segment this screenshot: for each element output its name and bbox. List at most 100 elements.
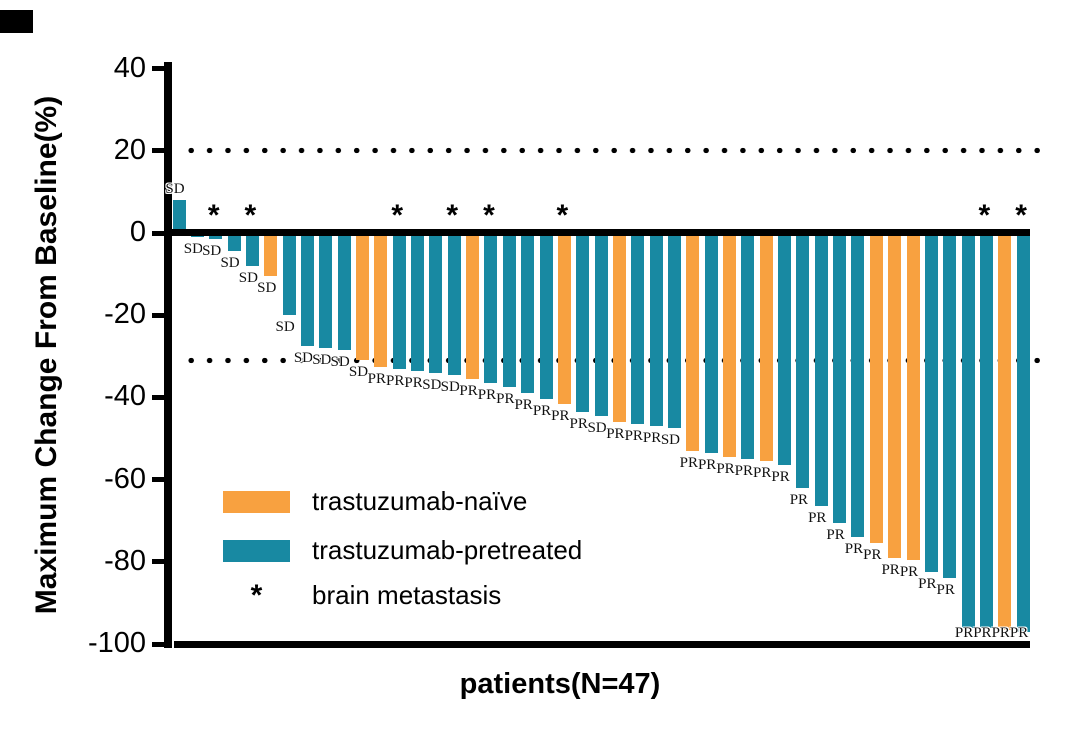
patient-bar	[466, 233, 480, 379]
patient-bar	[814, 233, 828, 507]
response-label: PR	[386, 372, 405, 389]
response-label: PR	[404, 374, 423, 391]
patient-bar	[888, 233, 902, 558]
y-tick-label: 0	[129, 216, 146, 248]
brain-metastasis-asterisk: *	[483, 199, 495, 232]
brain-metastasis-asterisk: *	[244, 199, 257, 232]
patient-bar	[392, 233, 406, 369]
patient-bar	[998, 233, 1012, 630]
patient-bar	[484, 233, 498, 383]
patient-bar	[264, 233, 278, 277]
brain-metastasis-asterisk: *	[207, 199, 220, 232]
y-tick-label: -20	[104, 298, 146, 331]
patient-bar	[924, 233, 938, 573]
response-label: PR	[936, 582, 955, 599]
pretreated-color-swatch	[223, 539, 290, 562]
patient-bar	[667, 233, 681, 429]
response-label: SD	[422, 376, 442, 393]
y-tick-label: -100	[87, 627, 146, 659]
response-label: PR	[954, 625, 974, 641]
patient-bar	[796, 233, 810, 488]
brain-metastasis-asterisk: *	[978, 199, 991, 232]
response-label: SD	[220, 255, 240, 272]
patient-bar	[374, 233, 388, 367]
patient-bar	[337, 233, 351, 351]
zero-baseline	[164, 229, 1030, 236]
response-label: PR	[606, 426, 625, 443]
response-label: SD	[330, 354, 350, 371]
y-tick	[152, 230, 164, 236]
response-label: PR	[716, 460, 735, 477]
patient-bar	[686, 233, 700, 451]
x-axis-title: patients(N=47)	[459, 668, 661, 700]
response-label: PR	[367, 370, 387, 387]
response-label: PR	[624, 428, 643, 445]
response-label: PR	[642, 430, 662, 447]
response-label: PR	[697, 456, 717, 473]
patient-bar	[429, 233, 443, 373]
patient-bar	[300, 233, 314, 347]
response-label: PR	[973, 625, 992, 641]
legend-label-pretreated: trastuzumab-pretreated	[312, 535, 583, 565]
patient-bar	[172, 200, 186, 233]
response-label: PR	[771, 469, 790, 486]
y-tick	[152, 148, 164, 154]
response-label: PR	[991, 625, 1010, 641]
patient-bar	[869, 233, 883, 544]
response-label: PR	[753, 465, 772, 482]
patient-bar	[979, 233, 993, 628]
brain-metastasis-asterisk: *	[446, 199, 459, 232]
patient-bar	[906, 233, 920, 560]
patient-bar	[557, 233, 571, 404]
response-label: PR	[679, 454, 698, 471]
response-label: PR	[899, 563, 919, 580]
response-label: PR	[477, 387, 497, 403]
response-label: PR	[551, 407, 570, 424]
brain-metastasis-asterisk: *	[556, 199, 569, 232]
response-label: SD	[587, 419, 607, 436]
legend-label-naive: trastuzumab-naïve	[312, 486, 528, 516]
brain-metastasis-asterisk: *	[1015, 199, 1027, 232]
patient-bar	[521, 233, 535, 394]
y-tick-label: 20	[113, 133, 146, 166]
bottom-axis-line	[174, 641, 1030, 648]
response-label: SD	[202, 243, 222, 260]
patient-bar	[539, 233, 553, 400]
patient-bar	[961, 233, 975, 628]
y-tick	[152, 477, 164, 483]
patient-bar	[576, 233, 590, 412]
response-label: PR	[918, 576, 937, 593]
patient-bar	[851, 233, 865, 538]
y-axis-line	[164, 62, 172, 648]
response-label: PR	[789, 491, 809, 508]
response-label: SD	[165, 181, 185, 198]
patient-bar	[502, 233, 516, 388]
naive-color-swatch	[223, 490, 290, 513]
legend-item-naive: trastuzumab-naïve	[223, 486, 527, 517]
y-tick	[152, 559, 164, 565]
patient-bar	[245, 233, 259, 266]
patient-bar	[778, 233, 792, 466]
patient-bar	[227, 233, 241, 252]
response-label: PR	[496, 391, 515, 408]
brain-metastasis-asterisk: *	[391, 199, 404, 232]
legend-item-brain-metastasis: * brain metastasis	[223, 578, 502, 612]
legend-label-brain-metastasis: brain metastasis	[312, 580, 502, 610]
patient-bar	[759, 233, 773, 462]
response-label: PR	[569, 415, 588, 432]
patient-bar	[631, 233, 645, 425]
y-tick	[152, 312, 164, 318]
response-label: SD	[660, 432, 681, 449]
patient-bar	[741, 233, 755, 460]
response-label: SD	[275, 319, 295, 336]
response-label: PR	[1009, 625, 1029, 641]
asterisk-icon: *	[250, 578, 263, 612]
response-label: SD	[183, 241, 203, 258]
patient-bar	[447, 233, 461, 375]
response-label: PR	[826, 526, 845, 543]
patient-bar	[356, 233, 369, 361]
corner-mark	[0, 10, 33, 33]
y-tick	[152, 66, 164, 72]
patient-bar	[833, 233, 847, 523]
